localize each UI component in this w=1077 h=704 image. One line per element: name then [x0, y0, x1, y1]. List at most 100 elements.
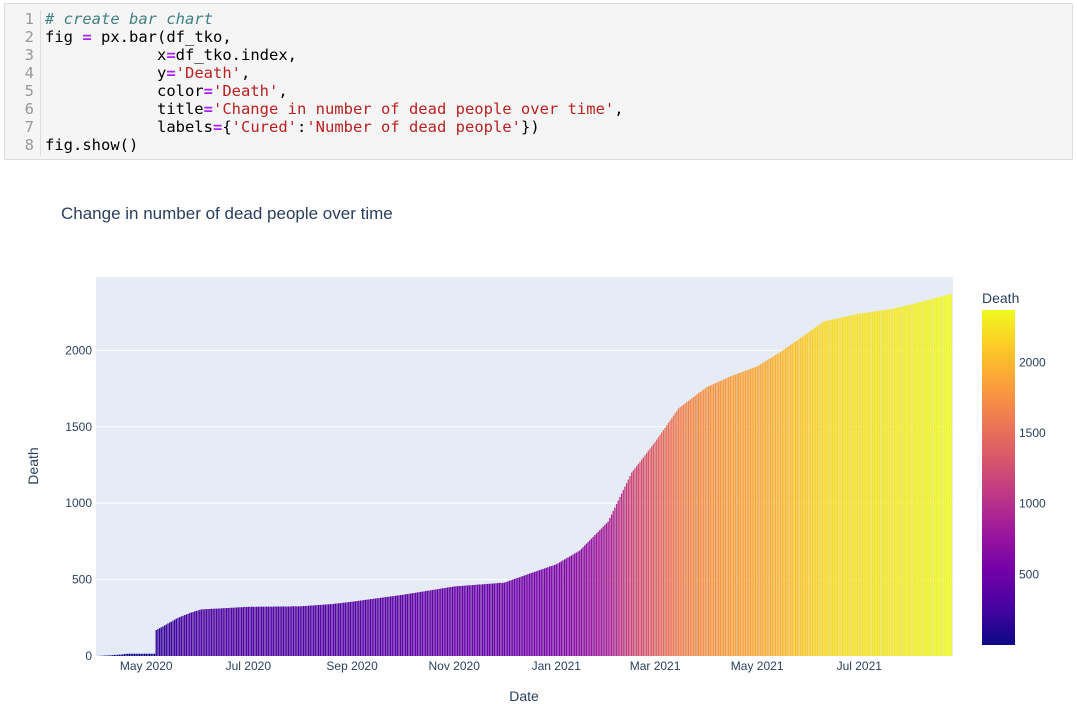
bar[interactable]: [868, 312, 870, 656]
bar[interactable]: [877, 311, 879, 656]
bar[interactable]: [622, 490, 624, 656]
bar[interactable]: [629, 476, 631, 656]
bar[interactable]: [503, 582, 506, 656]
bar[interactable]: [923, 300, 926, 656]
bar[interactable]: [873, 311, 875, 656]
bar[interactable]: [597, 531, 599, 656]
bar[interactable]: [341, 602, 343, 656]
bar[interactable]: [702, 389, 705, 656]
bar[interactable]: [276, 606, 278, 656]
bar[interactable]: [681, 405, 683, 656]
bar[interactable]: [326, 604, 328, 656]
bar[interactable]: [922, 301, 924, 656]
bar[interactable]: [242, 607, 244, 656]
bar[interactable]: [312, 605, 315, 656]
bar[interactable]: [933, 298, 936, 656]
bar[interactable]: [215, 608, 218, 657]
bar[interactable]: [537, 570, 539, 656]
bar[interactable]: [481, 584, 484, 656]
bar[interactable]: [108, 655, 111, 656]
bar[interactable]: [851, 315, 854, 656]
bar[interactable]: [594, 535, 596, 656]
bar[interactable]: [776, 354, 778, 656]
bar[interactable]: [602, 526, 604, 656]
bar[interactable]: [948, 294, 951, 656]
bar[interactable]: [468, 585, 470, 656]
bar[interactable]: [721, 380, 723, 656]
bar[interactable]: [371, 599, 373, 656]
bar[interactable]: [351, 601, 353, 656]
bar[interactable]: [656, 439, 658, 656]
bar[interactable]: [180, 616, 183, 656]
bar[interactable]: [898, 307, 901, 656]
bar[interactable]: [128, 653, 131, 656]
bar[interactable]: [666, 425, 668, 656]
bar[interactable]: [769, 358, 772, 656]
bar[interactable]: [277, 606, 280, 656]
bar[interactable]: [855, 314, 857, 656]
bar[interactable]: [301, 606, 303, 656]
bar[interactable]: [356, 600, 358, 656]
bar[interactable]: [677, 408, 680, 656]
bar[interactable]: [487, 583, 489, 656]
bar[interactable]: [684, 403, 686, 656]
bar[interactable]: [148, 653, 151, 656]
bar[interactable]: [321, 604, 323, 656]
bar[interactable]: [791, 343, 793, 656]
bar[interactable]: [461, 585, 464, 656]
bar[interactable]: [794, 341, 797, 656]
bar[interactable]: [826, 320, 829, 656]
bar[interactable]: [800, 337, 802, 656]
bar[interactable]: [801, 336, 804, 656]
bar[interactable]: [453, 586, 455, 656]
bar[interactable]: [147, 653, 149, 656]
bar[interactable]: [110, 655, 112, 656]
bar[interactable]: [753, 367, 755, 656]
bar[interactable]: [179, 617, 181, 656]
bar[interactable]: [756, 366, 758, 656]
bar[interactable]: [251, 606, 253, 656]
bar[interactable]: [152, 653, 154, 656]
bar[interactable]: [599, 530, 601, 656]
bar[interactable]: [558, 562, 561, 656]
code-line[interactable]: fig.show(): [45, 136, 1068, 154]
bar[interactable]: [394, 595, 397, 656]
bar[interactable]: [311, 605, 313, 656]
bar[interactable]: [299, 606, 301, 656]
bar[interactable]: [460, 586, 462, 656]
bar[interactable]: [463, 585, 465, 656]
bar[interactable]: [925, 300, 927, 656]
bar[interactable]: [485, 584, 487, 656]
bar[interactable]: [406, 594, 408, 656]
bar[interactable]: [517, 577, 519, 656]
bar[interactable]: [309, 605, 311, 656]
bar[interactable]: [620, 493, 623, 656]
bar[interactable]: [349, 601, 352, 656]
bar[interactable]: [393, 595, 395, 656]
bar[interactable]: [195, 610, 198, 656]
bar[interactable]: [470, 585, 472, 656]
bar[interactable]: [711, 384, 713, 656]
bar[interactable]: [172, 620, 174, 656]
bar[interactable]: [279, 606, 281, 656]
bar[interactable]: [237, 607, 239, 656]
bar[interactable]: [552, 565, 554, 656]
bar[interactable]: [860, 313, 862, 656]
bar[interactable]: [548, 566, 551, 656]
bar[interactable]: [579, 550, 581, 656]
code-line[interactable]: labels={'Cured':'Number of dead people'}…: [45, 118, 1068, 136]
bar[interactable]: [436, 589, 439, 656]
bar[interactable]: [696, 394, 698, 656]
bar[interactable]: [272, 606, 275, 656]
bar[interactable]: [607, 521, 609, 656]
bar[interactable]: [754, 367, 757, 656]
bar[interactable]: [635, 466, 638, 656]
bar[interactable]: [734, 374, 737, 657]
bar[interactable]: [642, 457, 645, 656]
bar[interactable]: [292, 606, 295, 656]
bar[interactable]: [458, 586, 460, 656]
bar[interactable]: [540, 569, 542, 657]
bar[interactable]: [396, 595, 398, 656]
bar[interactable]: [930, 299, 932, 656]
